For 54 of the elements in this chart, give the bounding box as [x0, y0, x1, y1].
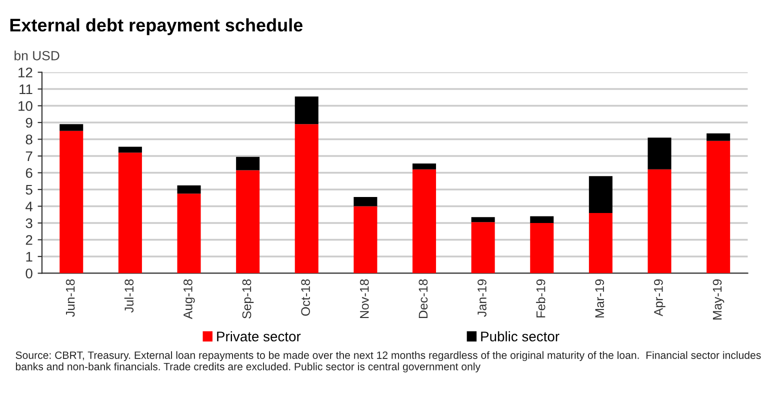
bar	[294, 96, 318, 124]
x-tick-label: Dec-18	[418, 279, 428, 318]
bar	[471, 217, 495, 222]
y-tick-label: 8	[26, 134, 32, 144]
x-tick-label: Apr-19	[654, 279, 666, 316]
bar	[60, 130, 84, 274]
x-tick-label: Jan-19	[478, 279, 486, 317]
bar	[530, 216, 554, 223]
y-tick-label: 4	[26, 202, 33, 212]
y-tick-label: 6	[26, 168, 32, 178]
bar	[412, 164, 436, 170]
bar	[60, 124, 84, 131]
bar	[177, 185, 201, 194]
x-tick-label: Nov-18	[360, 279, 369, 318]
source-note: Source: CBRT, Treasury. External loan repayments to be made over the next 12 months regardless of the original maturity of the loan. Financial sector includes banks and non-bank financials. Trade credits are excluded. Public sector is central government only	[16, 351, 761, 372]
legend-label: Private sector	[217, 331, 301, 342]
bar	[588, 176, 612, 213]
x-tick-label: Feb-19	[536, 279, 546, 318]
bar	[588, 212, 612, 274]
legend-label: Public sector	[481, 331, 560, 342]
bar	[177, 194, 201, 274]
x-tick-label: Jun-18	[66, 279, 75, 317]
bar	[118, 146, 142, 153]
chart-title: External debt repayment schedule	[10, 18, 303, 36]
y-tick-label: 9	[26, 118, 32, 128]
bar	[706, 140, 730, 274]
y-tick-label: 2	[26, 235, 32, 245]
y-tick-label: 1	[26, 252, 32, 262]
bar	[648, 169, 672, 274]
bar	[294, 124, 318, 274]
y-tick-label: 10	[18, 101, 32, 111]
y-tick-label: 5	[26, 184, 32, 195]
y-tick-label: 11	[20, 84, 32, 94]
x-tick-label: Aug-18	[184, 279, 195, 320]
bar	[471, 222, 495, 274]
y-tick-label: 7	[26, 151, 32, 162]
x-tick-label: Sep-18	[242, 279, 254, 319]
bar	[236, 170, 260, 274]
y-axis-title: bn USD	[14, 50, 60, 60]
bar	[236, 156, 260, 170]
bar	[706, 133, 730, 141]
x-tick-label: Oct-18	[301, 279, 310, 316]
bar	[648, 138, 672, 170]
bar	[354, 197, 378, 206]
bar	[530, 222, 554, 274]
y-tick-label: 0	[26, 268, 32, 278]
bar	[412, 169, 436, 274]
x-tick-label: May-19	[712, 279, 724, 320]
x-tick-label: Jul-18	[124, 279, 134, 313]
bar	[118, 152, 142, 274]
bar	[354, 206, 378, 274]
x-tick-label: Mar-19	[595, 279, 604, 318]
y-tick-label: 3	[26, 218, 32, 228]
y-tick-label: 12	[18, 68, 32, 78]
